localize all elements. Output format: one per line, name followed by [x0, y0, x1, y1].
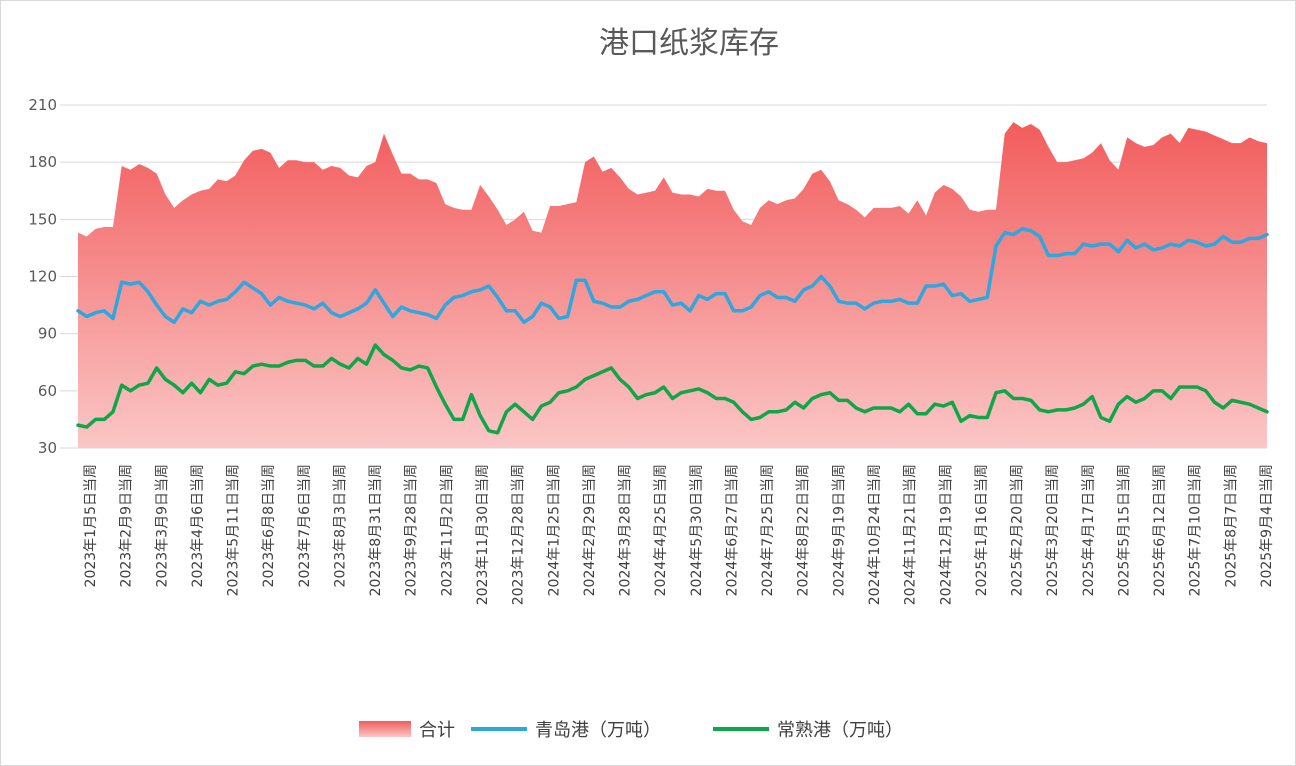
x-tick-label: 2023年4月6日当周: [190, 464, 206, 587]
legend-label-total: 合计: [419, 720, 455, 741]
area-series: [78, 122, 1267, 449]
x-tick-label: 2024年1月25日当周: [546, 464, 562, 596]
chart-title: 港口纸浆库存: [599, 26, 779, 61]
x-tick-label: 2023年11月30日当周: [475, 464, 491, 605]
x-tick-label: 2025年2月20日当周: [1010, 464, 1026, 596]
x-tick-label: 2025年8月7日当周: [1223, 464, 1239, 587]
series-area-total: [78, 122, 1267, 449]
series-line-changshu: [76, 343, 1269, 435]
x-tick-label: 2024年8月22日当周: [796, 464, 812, 596]
x-tick-label: 2025年6月12日当周: [1152, 464, 1168, 596]
x-tick-label: 2024年3月28日当周: [618, 464, 634, 596]
x-tick-label: 2024年4月25日当周: [653, 464, 669, 596]
y-tick-label: 120: [28, 268, 57, 286]
x-tick-label: 2025年5月15日当周: [1117, 464, 1133, 596]
x-tick-label: 2024年5月30日当周: [689, 464, 705, 596]
x-tick-label: 2023年8月31日当周: [368, 464, 384, 596]
x-tick-label: 2023年12月28日当周: [511, 464, 527, 605]
x-tick-label: 2024年12月19日当周: [938, 464, 954, 605]
x-tick-label: 2023年2月9日当周: [119, 464, 135, 587]
x-tick-label: 2024年10月24日当周: [867, 464, 883, 605]
x-tick-label: 2025年7月10日当周: [1188, 464, 1204, 596]
x-tick-label: 2025年4月17日当周: [1081, 464, 1097, 596]
x-tick-label: 2024年11月21日当周: [903, 464, 919, 605]
y-tick-label: 180: [28, 153, 57, 171]
x-tick-label: 2024年9月19日当周: [831, 464, 847, 596]
x-tick-label: 2024年2月29日当周: [582, 464, 598, 596]
x-tick-label: 2023年11月2日当周: [439, 464, 455, 596]
legend-swatch-total: [359, 721, 411, 737]
y-tick-label: 210: [28, 96, 57, 114]
y-tick-label: 150: [28, 210, 57, 228]
y-tick-label: 90: [38, 325, 57, 343]
x-tick-label: 2025年9月4日当周: [1259, 464, 1275, 587]
x-tick-label: 2023年3月9日当周: [154, 464, 170, 587]
x-tick-label: 2023年6月8日当周: [261, 464, 277, 587]
x-tick-label: 2023年1月5日当周: [83, 464, 99, 587]
y-tick-label: 30: [38, 439, 57, 457]
x-tick-label: 2023年8月3日当周: [333, 464, 349, 587]
legend-label-qingdao: 青岛港（万吨）: [535, 720, 661, 741]
y-axis: 30 60 90 120 150 180 210: [28, 96, 57, 457]
legend: 合计 青岛港（万吨） 常熟港（万吨）: [359, 720, 903, 741]
x-tick-label: 2023年7月6日当周: [297, 464, 313, 587]
line-series: [76, 227, 1269, 435]
series-line-qingdao: [76, 227, 1269, 324]
x-tick-label: 2025年1月16日当周: [974, 464, 990, 596]
x-tick-label: 2025年3月20日当周: [1045, 464, 1061, 596]
x-axis: 2023年1月5日当周 2023年2月9日当周 2023年3月9日当周 2023年4月…: [83, 464, 1275, 605]
x-tick-label: 2024年6月27日当周: [725, 464, 741, 596]
x-tick-label: 2023年9月28日当周: [404, 464, 420, 596]
x-tick-label: 2024年7月25日当周: [760, 464, 776, 596]
y-tick-label: 60: [38, 382, 57, 400]
legend-label-changshu: 常熟港（万吨）: [777, 720, 903, 741]
x-tick-label: 2023年5月11日当周: [226, 464, 242, 596]
